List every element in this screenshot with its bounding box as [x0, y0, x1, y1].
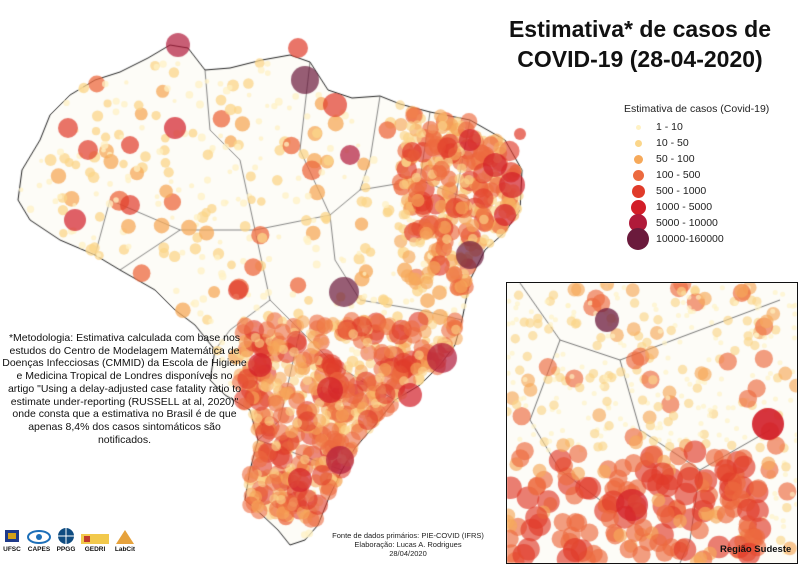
legend-swatch-dot: [635, 124, 641, 130]
legend-swatch: [624, 124, 652, 130]
legend-item: 5000 - 10000: [624, 214, 800, 232]
ufsc-logo: UFSC: [2, 526, 22, 553]
legend-swatch-dot: [631, 184, 645, 198]
legend-swatch-dot: [634, 139, 642, 147]
credits-source: Fonte de dados primários: PIE-COVID (IFR…: [332, 531, 484, 540]
legend-swatch-dot: [633, 154, 643, 164]
labcit-logo-text: LabCit: [114, 546, 136, 553]
legend-item: 100 - 500: [624, 167, 800, 183]
map-title: Estimativa* de casos de COVID-19 (28-04-…: [480, 14, 800, 74]
gedri-mark-icon: [81, 534, 109, 544]
credits-author: Elaboração: Lucas A. Rodrigues: [354, 540, 462, 549]
map-title-line-1: Estimativa* de casos de: [508, 16, 772, 42]
legend-item: 50 - 100: [624, 151, 800, 167]
institution-logos: UFSC CAPES PPGG GEDRI LabCit: [2, 526, 136, 553]
legend-swatch-dot: [632, 169, 644, 181]
legend-label: 500 - 1000: [656, 185, 707, 197]
capes-logo-text: CAPES: [27, 546, 51, 553]
legend-title: Estimativa de casos (Covid-19): [624, 103, 770, 115]
legend-swatch: [624, 199, 652, 215]
legend-label: 50 - 100: [656, 153, 695, 165]
inset-map-label: Região Sudeste: [720, 544, 792, 555]
legend: Estimativa de casos (Covid-19) 1 - 10 10 …: [624, 103, 800, 250]
legend-item: 10000-160000: [624, 228, 800, 250]
ppgg-logo: PPGG: [56, 526, 76, 553]
credits-date: 28/04/2020: [389, 549, 427, 558]
legend-item: 1 - 10: [624, 119, 800, 135]
legend-label: 5000 - 10000: [656, 217, 718, 229]
legend-swatch: [624, 154, 652, 164]
ppgg-logo-text: PPGG: [56, 546, 76, 553]
legend-swatch: [624, 184, 652, 198]
labcit-mark-icon: [116, 530, 134, 544]
legend-items: 1 - 10 10 - 50 50 - 100 100 - 500 500 - 1000…: [624, 119, 800, 250]
legend-swatch: [624, 139, 652, 147]
legend-item: 1000 - 5000: [624, 199, 800, 215]
legend-swatch: [624, 214, 652, 232]
legend-swatch: [624, 228, 652, 250]
capes-eye-icon: [27, 530, 51, 544]
gedri-logo: GEDRI: [80, 530, 110, 553]
legend-label: 100 - 500: [656, 169, 701, 181]
legend-item: 500 - 1000: [624, 183, 800, 199]
legend-swatch-dot: [629, 214, 647, 232]
legend-label: 1000 - 5000: [656, 201, 713, 213]
capes-logo: CAPES: [26, 528, 52, 553]
gedri-logo-text: GEDRI: [84, 546, 106, 553]
inset-map-frame: [506, 282, 798, 564]
ppgg-globe-icon: [58, 528, 74, 544]
legend-label: 1 - 10: [656, 121, 683, 133]
methodology-note: *Metodologia: Estimativa calculada com b…: [2, 332, 247, 446]
legend-label: 10000-160000: [656, 233, 724, 245]
ufsc-logo-text: UFSC: [3, 546, 21, 553]
legend-swatch-dot: [630, 199, 646, 215]
legend-label: 10 - 50: [656, 137, 689, 149]
legend-item: 10 - 50: [624, 135, 800, 151]
ufsc-emblem-icon: [5, 530, 19, 542]
map-title-line-2: COVID-19 (28-04-2020): [517, 46, 763, 72]
labcit-logo: LabCit: [114, 528, 136, 553]
legend-swatch: [624, 169, 652, 181]
credits: Fonte de dados primários: PIE-COVID (IFR…: [318, 531, 498, 558]
legend-swatch-dot: [627, 228, 649, 250]
